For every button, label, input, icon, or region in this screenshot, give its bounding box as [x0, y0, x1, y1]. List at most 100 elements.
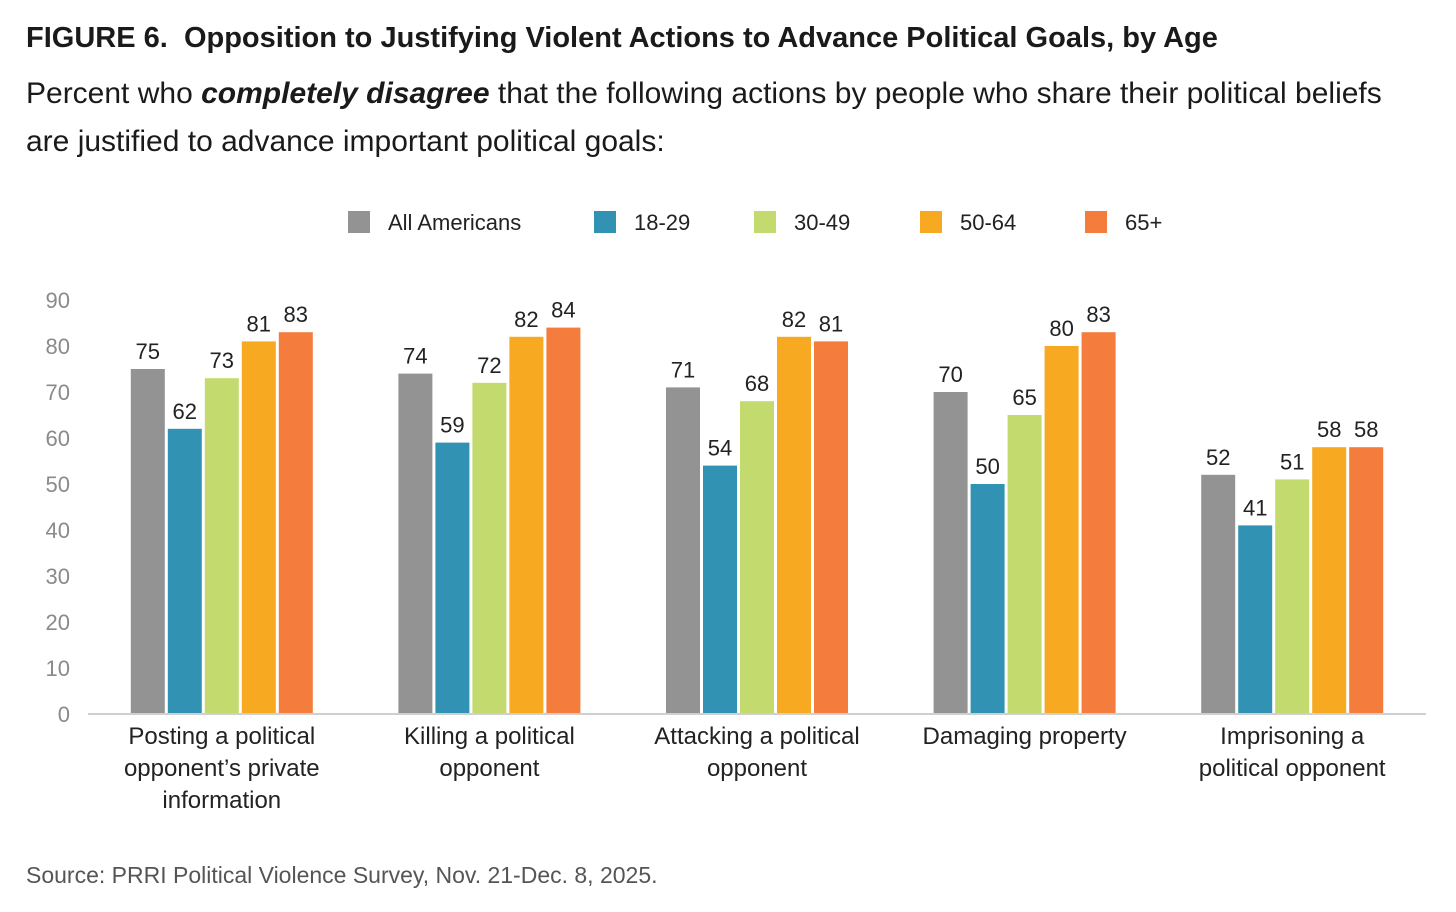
bar-value-label: 82	[782, 307, 806, 332]
bar-value-label: 75	[136, 339, 160, 364]
x-category-label: Imprisoning a political opponent	[1199, 723, 1386, 782]
x-category-label: Attacking a political opponent	[654, 723, 859, 782]
bar-value-label: 70	[938, 362, 962, 387]
subtitle-emphasis: completely disagree	[201, 77, 490, 110]
figure-subtitle: Percent who completely disagree that the…	[26, 70, 1426, 166]
bar	[1349, 447, 1384, 714]
bar-value-label: 81	[819, 311, 843, 336]
y-tick-label: 20	[46, 610, 70, 635]
bar-group: 71 54 68 82 81	[666, 307, 848, 714]
figure-title-text: Opposition to Justifying Violent Actions…	[183, 22, 1218, 54]
legend-swatch	[348, 211, 370, 233]
x-axis: Posting a political opponent’s private inf…	[88, 713, 1426, 814]
bar-value-label: 54	[708, 436, 732, 461]
bar-value-label: 58	[1317, 417, 1341, 442]
x-category-label-line: Posting a political	[128, 723, 315, 750]
bar	[509, 336, 544, 714]
bar	[1275, 479, 1310, 714]
legend-label: 65+	[1125, 210, 1162, 235]
x-category-label-line: opponent’s private	[124, 755, 320, 782]
bar-value-label: 74	[403, 344, 427, 369]
x-category-label: Killing a political opponent	[404, 723, 575, 782]
legend-swatch	[1085, 211, 1107, 233]
bar-group: 74 59 72 82 84	[398, 298, 581, 714]
bar	[1044, 346, 1079, 714]
bar-value-label: 41	[1243, 495, 1267, 520]
figure-label: FIGURE 6.	[26, 22, 168, 54]
bar	[204, 378, 239, 714]
legend-item: All Americans	[348, 210, 521, 235]
bar-value-label: 65	[1012, 385, 1036, 410]
bar	[130, 369, 165, 714]
y-tick-label: 90	[46, 288, 70, 313]
y-tick-label: 70	[46, 380, 70, 405]
x-category-label: Posting a political opponent’s private inf…	[124, 723, 320, 814]
x-category-label-line: Imprisoning a	[1220, 723, 1365, 750]
bar-value-label: 50	[975, 454, 999, 479]
bar-value-label: 83	[284, 302, 308, 327]
bar-value-label: 68	[745, 371, 769, 396]
chart-bars: 75 62 73 81 83 74 59 72 82 84 71 54 68 82 81 70 50 65 80 83…	[130, 298, 1384, 714]
bar	[970, 484, 1005, 714]
bar	[740, 401, 774, 714]
legend-label: 30-49	[794, 210, 850, 235]
bar	[1312, 447, 1347, 714]
x-category-label-line: Damaging property	[923, 723, 1127, 750]
source-note: Source: PRRI Political Violence Survey, …	[26, 862, 658, 888]
bar	[167, 428, 202, 714]
y-tick-label: 10	[46, 656, 70, 681]
legend-swatch	[594, 211, 616, 233]
bar-value-label: 72	[477, 353, 501, 378]
legend-label: 18-29	[634, 210, 690, 235]
bar-value-label: 83	[1086, 302, 1110, 327]
bar	[1201, 474, 1236, 714]
bar-value-label: 71	[671, 357, 695, 382]
bar-value-label: 84	[551, 298, 575, 323]
legend-swatch	[920, 211, 942, 233]
bar-value-label: 59	[440, 413, 464, 438]
legend-item: 65+	[1085, 210, 1162, 235]
x-category-label-line: opponent	[439, 755, 539, 782]
x-category-label-line: political opponent	[1199, 755, 1386, 782]
legend-label: All Americans	[388, 210, 521, 235]
x-category-label-line: Killing a political	[404, 723, 575, 750]
bar-value-label: 73	[210, 348, 234, 373]
y-tick-label: 50	[46, 472, 70, 497]
bar-group: 75 62 73 81 83	[130, 302, 313, 714]
bar-value-label: 52	[1206, 445, 1230, 470]
bar-value-label: 81	[247, 311, 271, 336]
chart-legend: All Americans 18-29 30-49 50-64 65+	[348, 210, 1162, 235]
y-tick-label: 0	[58, 702, 70, 727]
y-tick-label: 80	[46, 334, 70, 359]
subtitle-suffix: that the following actions by people who…	[26, 77, 1382, 158]
bar	[546, 327, 581, 714]
x-category-label-line: Attacking a political	[654, 723, 859, 750]
legend-item: 18-29	[594, 210, 690, 235]
bar	[241, 341, 276, 714]
y-tick-label: 60	[46, 426, 70, 451]
bar-group: 70 50 65 80 83	[933, 302, 1116, 714]
subtitle-prefix: Percent who	[26, 77, 202, 110]
x-category-label-line: opponent	[707, 755, 807, 782]
bar-value-label: 51	[1280, 449, 1304, 474]
bar-group: 52 41 51 58 58	[1201, 417, 1384, 714]
bar-value-label: 82	[514, 307, 538, 332]
legend-item: 50-64	[920, 210, 1016, 235]
bar	[398, 373, 433, 714]
bar	[472, 382, 507, 714]
bar-value-label: 58	[1354, 417, 1378, 442]
bar	[777, 336, 811, 714]
bar	[703, 465, 737, 714]
x-category-label-line: information	[162, 787, 281, 814]
bar	[435, 442, 470, 714]
legend-swatch	[754, 211, 776, 233]
y-axis: 0 10 20 30 40 50 60 70 80 90	[46, 288, 70, 727]
legend-item: 30-49	[754, 210, 850, 235]
bar-value-label: 62	[173, 399, 197, 424]
y-tick-label: 40	[46, 518, 70, 543]
bar	[1081, 332, 1116, 714]
bar	[1007, 415, 1042, 714]
y-tick-label: 30	[46, 564, 70, 589]
bar	[666, 387, 700, 714]
